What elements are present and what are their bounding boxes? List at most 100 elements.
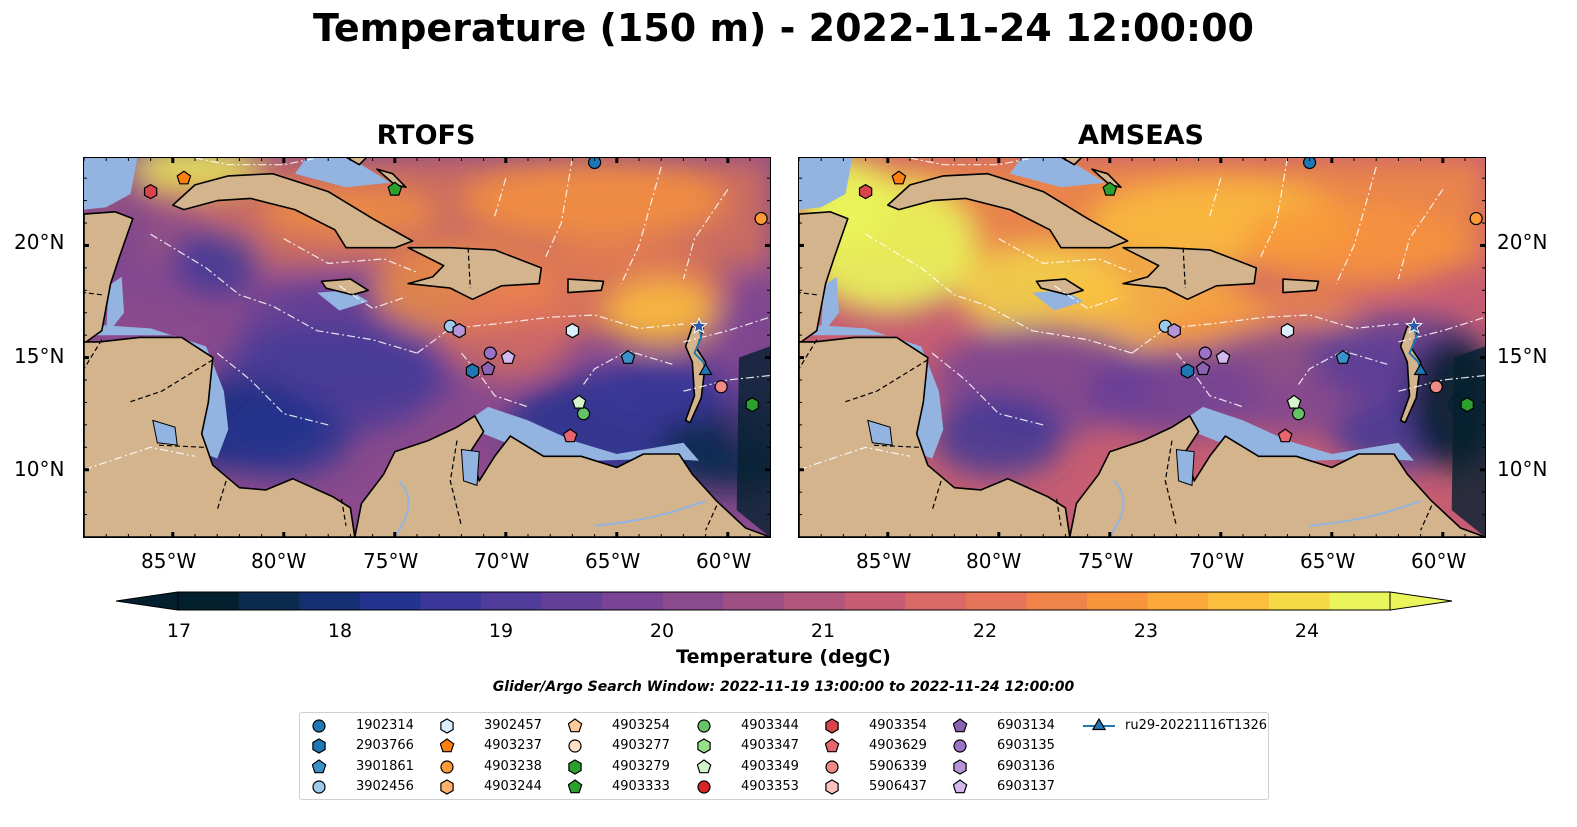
lon-tick-75w-left: 75°W: [363, 549, 419, 573]
marker-3901861: [1335, 349, 1351, 364]
marker-4903238: [754, 211, 768, 226]
marker-6903137: [500, 349, 516, 364]
marker-4903237: [891, 170, 907, 185]
search-window-text: Glider/Argo Search Window: 2022-11-19 13…: [492, 679, 1075, 695]
colorbar-bin: [1329, 592, 1391, 610]
legend-label: 6903136: [997, 758, 1055, 774]
legend-marker-3902457: [440, 718, 454, 734]
land-central: [84, 336, 356, 537]
land-southam: [1069, 415, 1485, 537]
legend-marker-4903349: [697, 758, 712, 773]
marker-2903766: [1180, 363, 1195, 379]
colorbar-bin: [844, 592, 906, 610]
cb-tick-18: 18: [327, 620, 353, 642]
lat-tick-15n-right: 15°N: [1497, 344, 1548, 368]
marker-4903279: [745, 397, 759, 413]
legend-marker-4903238: [440, 759, 454, 774]
marker-4903354: [858, 183, 873, 200]
colorbar-bin: [965, 592, 1027, 610]
legend-label: 4903254: [612, 718, 670, 733]
legend-box: 1902314 2903766 3901861 3902456 3902457 49032…: [299, 712, 1269, 800]
land-puertorico: [1282, 278, 1320, 294]
marker-6903135: [483, 346, 497, 360]
colorbar-bin: [420, 592, 482, 610]
legend-label: 4903353: [741, 778, 799, 794]
legend-marker-6903134: [953, 718, 968, 733]
marker-6903135: [1198, 346, 1212, 360]
lon-tick-65w-left: 65°W: [585, 549, 641, 573]
cb-tick-20: 20: [649, 620, 675, 642]
land-bahamas1: [346, 158, 368, 166]
marker-2903766: [465, 363, 480, 379]
lon-tick-70w-right: 70°W: [1189, 549, 1245, 573]
land-jamaica: [320, 278, 369, 296]
legend-label: 5906339: [869, 758, 927, 774]
colorbar-bin: [178, 592, 240, 610]
legend-marker-4903354: [825, 718, 839, 734]
cb-tick-22: 22: [972, 620, 998, 642]
marker-ru29-20221116T1326: [1413, 362, 1428, 376]
legend-marker-4903237: [440, 738, 455, 753]
colorbar-bin: [662, 592, 724, 610]
legend-marker-4903279: [568, 758, 582, 775]
colorbar: [116, 591, 1453, 611]
legend-marker-6903136: [953, 758, 967, 775]
marker-3902457: [1280, 323, 1295, 339]
legend-label: 4903629: [869, 738, 927, 754]
lon-tick-85w-left: 85°W: [141, 549, 197, 573]
legend-marker-6903137: [953, 779, 968, 794]
colorbar-bin: [784, 592, 846, 610]
colorbar-bin: [1026, 592, 1088, 610]
map-panel-amseas: [798, 157, 1486, 538]
lon-tick-65w-right: 65°W: [1300, 549, 1356, 573]
legend-marker-4903347: [697, 738, 711, 754]
legend-label: 6903135: [997, 738, 1055, 754]
marker-4903344: [1291, 407, 1306, 421]
colorbar-bin: [723, 592, 785, 610]
marker-4903344: [576, 407, 591, 421]
lat-tick-20n-right: 20°N: [1497, 230, 1548, 254]
lat-tick-20n-left: 20°N: [14, 230, 65, 254]
marker-4903629: [1277, 428, 1293, 443]
colorbar-bin: [1087, 592, 1149, 610]
colorbar-bin: [359, 592, 421, 610]
legend-label: 4903238: [484, 758, 542, 774]
marker-6903137: [1215, 349, 1231, 364]
land-jamaica: [1035, 278, 1084, 296]
figure-title: Temperature (150 m) - 2022-11-24 12:00:0…: [312, 6, 1254, 50]
lon-tick-85w-right: 85°W: [856, 549, 912, 573]
legend-marker-5906437: [825, 779, 839, 795]
colorbar-title: Temperature (degC): [676, 646, 891, 668]
legend-marker-4903244: [440, 779, 454, 795]
lon-tick-60w-right: 60°W: [1411, 549, 1467, 573]
marker-1902314: [588, 158, 602, 170]
legend-label: 6903137: [997, 778, 1055, 794]
legend-marker-4903277: [568, 739, 582, 753]
marker-3901861: [620, 349, 636, 364]
land-southam: [354, 415, 770, 537]
lon-tick-60w-left: 60°W: [696, 549, 752, 573]
colorbar-bin: [541, 592, 603, 610]
colorbar-bin: [1208, 592, 1270, 610]
lat-tick-10n-right: 10°N: [1497, 457, 1548, 481]
land-bahamas1: [1061, 158, 1083, 166]
colorbar-bin: [299, 592, 361, 610]
lon-tick-75w-right: 75°W: [1078, 549, 1134, 573]
legend-label: 6903134: [997, 718, 1055, 733]
legend-label: 5906437: [869, 778, 927, 794]
marker-1902314: [1303, 158, 1317, 170]
colorbar-bin: [1268, 592, 1330, 610]
legend-label: ru29-20221116T1326: [1125, 718, 1268, 733]
lon-tick-70w-left: 70°W: [474, 549, 530, 573]
cb-tick-19: 19: [488, 620, 514, 642]
marker-5906339: [1429, 380, 1443, 394]
legend-label: 3902457: [484, 718, 542, 733]
land-hispaniola: [1122, 246, 1258, 301]
legend-label: 4903344: [741, 718, 799, 733]
marker-6903136: [452, 323, 466, 339]
legend-marker-3902456: [312, 780, 326, 794]
marker-4903333: [387, 181, 403, 196]
lat-tick-15n-left: 15°N: [14, 344, 65, 368]
land-puertorico: [567, 278, 605, 294]
legend-marker-3901861: [312, 758, 327, 773]
